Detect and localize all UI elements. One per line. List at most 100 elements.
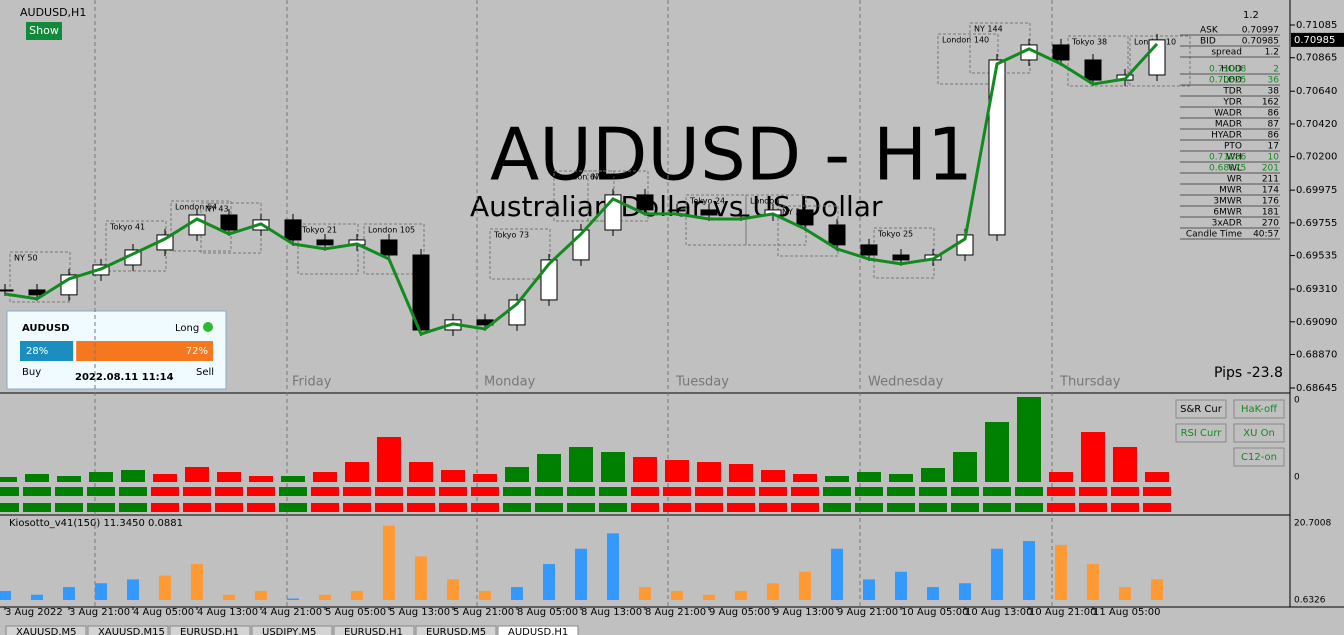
tab[interactable] — [251, 625, 333, 635]
day-label: Wednesday — [868, 375, 944, 390]
price-label: 0.69975 — [1296, 185, 1337, 196]
indicator-button[interactable] — [1175, 399, 1227, 419]
day-label: Friday — [292, 375, 332, 390]
indicator-label: Kiosotto_v41(150) 11.3450 0.0881 — [9, 518, 183, 529]
button-label[interactable]: HaK-off — [1241, 404, 1278, 415]
session-label: NY 43 — [592, 173, 616, 182]
candle — [892, 254, 910, 261]
time-label: 4 Aug 05:00 — [133, 607, 194, 618]
strength-bar — [857, 472, 881, 482]
time-label: 3 Aug 2022 — [5, 607, 63, 618]
button-label[interactable]: C12-on — [1241, 452, 1277, 463]
session-label: Tokyo 24 — [689, 197, 725, 206]
price-label: 0.70640 — [1296, 86, 1337, 97]
info-value: 0.70985 — [1242, 37, 1279, 47]
info-value: 201 — [1262, 164, 1279, 174]
signal-cell — [1143, 503, 1171, 512]
signal-cell — [823, 487, 851, 496]
signal-cell — [0, 503, 19, 512]
kiosotto-bar — [255, 590, 267, 600]
signal-cell — [503, 503, 531, 512]
strength-bar — [441, 470, 465, 482]
signal-cell — [631, 503, 659, 512]
candle — [828, 224, 846, 246]
time-label: 4 Aug 21:00 — [261, 607, 322, 618]
kiosotto-bar — [63, 587, 75, 600]
session-label: Tokyo 73 — [493, 231, 529, 240]
tab[interactable] — [5, 625, 87, 635]
signal-cell — [183, 487, 211, 496]
info-label: PTO — [1224, 142, 1242, 152]
tab-label[interactable]: USDJPY,M5 — [262, 627, 316, 635]
signal-cell — [951, 487, 979, 496]
info-value: 2 — [1273, 65, 1279, 75]
indicator-button[interactable] — [1175, 423, 1227, 443]
signal-cell — [983, 487, 1011, 496]
status-dot — [203, 322, 213, 332]
buy-text: Buy — [22, 367, 41, 378]
signal-cell — [535, 503, 563, 512]
time-label: 9 Aug 13:00 — [773, 607, 834, 618]
kiosotto-bar — [223, 594, 235, 600]
strength-bar — [281, 476, 305, 482]
show-button[interactable] — [26, 22, 62, 40]
indicator-button[interactable] — [1233, 399, 1285, 419]
info-mid: 0.71008 — [1209, 65, 1246, 75]
info-value: 36 — [1268, 76, 1280, 86]
signal-cell — [887, 503, 915, 512]
strength-bar — [601, 452, 625, 482]
tab[interactable] — [333, 625, 415, 635]
tab[interactable] — [169, 625, 251, 635]
signal-cell — [855, 487, 883, 496]
kiosotto-bar — [319, 594, 331, 600]
price-label: 0.70865 — [1296, 53, 1337, 64]
tab-label[interactable]: AUDUSD,H1 — [508, 627, 568, 635]
signal-cell — [1079, 503, 1107, 512]
kiosotto-bar — [767, 583, 779, 600]
button-label[interactable]: RSI Curr — [1181, 428, 1223, 439]
candle — [860, 244, 878, 256]
time-label: 3 Aug 21:00 — [69, 607, 130, 618]
session-label: Tokyo 38 — [1071, 38, 1107, 47]
sell-text: Sell — [196, 367, 214, 378]
session-label: NY 24 — [782, 208, 806, 217]
signal-cell — [311, 487, 339, 496]
signal-cell — [631, 487, 659, 496]
signal-cell — [567, 487, 595, 496]
strength-bar — [985, 422, 1009, 482]
kiosotto-bar — [703, 594, 715, 600]
signal-cell — [887, 487, 915, 496]
session-label: London 105 — [368, 226, 415, 235]
signal-cell — [791, 487, 819, 496]
indicator-button[interactable] — [1233, 447, 1285, 467]
time-label: 9 Aug 21:00 — [837, 607, 898, 618]
tab[interactable] — [415, 625, 497, 635]
signal-cell — [471, 503, 499, 512]
tab-label[interactable]: XAUUSD,M5 — [16, 627, 77, 635]
candle — [796, 209, 814, 226]
tab-label[interactable]: XAUUSD,M15 — [98, 627, 165, 635]
info-mid: 0.70625 — [1209, 76, 1246, 86]
tab-label[interactable]: EURUSD,H1 — [180, 627, 239, 635]
watermark-sub: Australian Dollar vs US Dollar — [470, 190, 883, 223]
button-label[interactable]: S&R Cur — [1180, 404, 1223, 415]
price-label: 0.69310 — [1296, 284, 1337, 295]
button-label[interactable]: XU On — [1243, 428, 1275, 439]
indicator-button[interactable] — [1233, 423, 1285, 443]
show-button-label[interactable]: Show — [29, 24, 59, 37]
tab-label[interactable]: EURUSD,M5 — [426, 627, 486, 635]
price-label: 0.69090 — [1296, 317, 1337, 328]
strength-bar — [569, 447, 593, 482]
tab[interactable] — [87, 625, 169, 635]
candle — [668, 209, 686, 212]
strength-bar — [729, 464, 753, 482]
kiosotto-bar — [287, 598, 299, 600]
signal-cell — [279, 503, 307, 512]
info-label: BID — [1200, 37, 1216, 47]
signal-cell — [151, 487, 179, 496]
tab-label[interactable]: EURUSD,H1 — [344, 627, 403, 635]
signal-cell — [919, 487, 947, 496]
signal-cell — [663, 487, 691, 496]
session-label: Tokyo 41 — [109, 223, 145, 232]
tab[interactable] — [497, 625, 579, 635]
